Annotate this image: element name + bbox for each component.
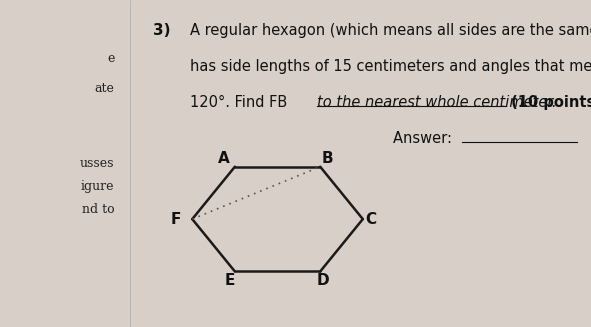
- Text: (10 points): (10 points): [506, 95, 591, 110]
- Text: B: B: [322, 151, 333, 166]
- Text: D: D: [316, 273, 329, 288]
- Text: E: E: [224, 273, 235, 288]
- Text: e: e: [107, 52, 115, 65]
- Text: C: C: [366, 212, 376, 227]
- Text: to the nearest whole centimeter.: to the nearest whole centimeter.: [317, 95, 556, 110]
- Text: igure: igure: [81, 180, 115, 193]
- Text: A: A: [217, 151, 229, 166]
- Text: usses: usses: [80, 157, 115, 170]
- Text: nd to: nd to: [82, 203, 115, 216]
- Text: 120°. Find FB: 120°. Find FB: [190, 95, 292, 110]
- Text: Answer:: Answer:: [393, 131, 456, 146]
- Text: 3): 3): [153, 23, 171, 38]
- Text: F: F: [171, 212, 181, 227]
- Text: A regular hexagon (which means all sides are the same length): A regular hexagon (which means all sides…: [190, 23, 591, 38]
- Text: ate: ate: [95, 82, 115, 95]
- Text: has side lengths of 15 centimeters and angles that measure: has side lengths of 15 centimeters and a…: [190, 59, 591, 74]
